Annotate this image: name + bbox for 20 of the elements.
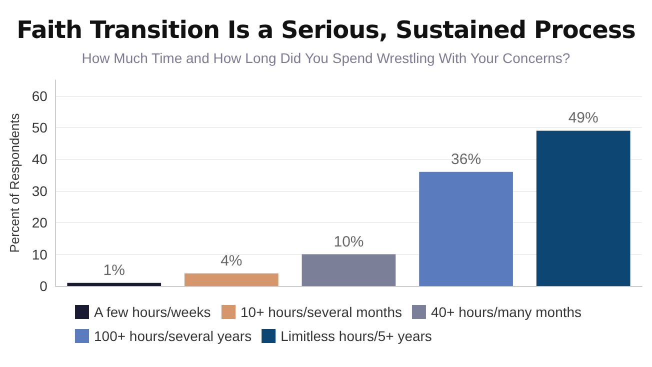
y-tick-label: 50: [32, 120, 48, 136]
data-label: 49%: [568, 110, 598, 127]
data-label: 36%: [451, 150, 482, 168]
legend-label: 40+ hours/many months: [430, 304, 582, 320]
data-label: 10%: [334, 233, 364, 250]
y-tick-label: 40: [32, 151, 48, 168]
legend-label: Limitless hours/5+ years: [280, 328, 432, 344]
legend-label: 10+ hours/several months: [240, 304, 402, 320]
legend-label: 100+ hours/several years: [94, 328, 252, 344]
legend-label: A few hours/weeks: [94, 304, 211, 320]
data-label: 4%: [220, 252, 242, 270]
y-tick-label: 20: [32, 214, 48, 231]
chart-subtitle: How Much Time and How Long Did You Spend Wrestling With Your Concerns?: [80, 50, 572, 66]
y-tick-label: 10: [32, 246, 48, 262]
chart-title: Faith Transition Is a Serious, Sustained Process: [16, 16, 636, 44]
y-axis-title: Percent of Respondents: [7, 112, 22, 253]
y-tick-label: 0: [40, 278, 48, 294]
y-tick-label: 30: [32, 182, 48, 199]
y-tick-label: 60: [32, 88, 48, 104]
data-label: 1%: [103, 262, 125, 279]
